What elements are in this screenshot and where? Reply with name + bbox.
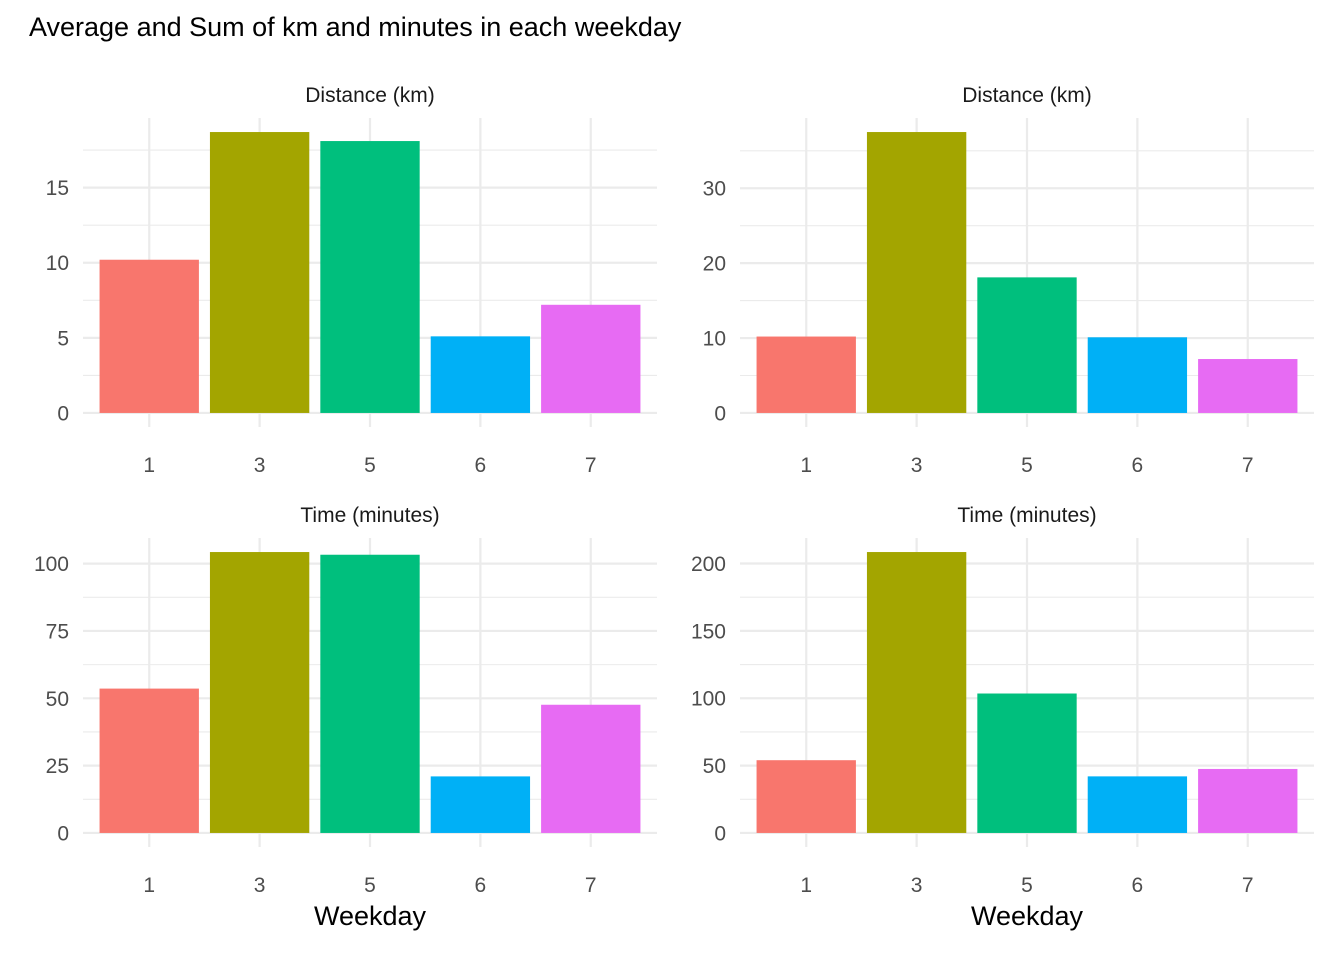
bar-weekday-6 (1087, 776, 1188, 833)
panel-title: Time (minutes) (957, 504, 1096, 527)
x-tick-label: 1 (800, 454, 812, 477)
y-tick-label: 200 (691, 553, 726, 576)
bar-weekday-3 (866, 552, 967, 833)
y-tick-label: 15 (46, 177, 69, 200)
y-tick-label: 100 (34, 553, 69, 576)
bar-weekday-1 (756, 336, 856, 413)
bar-weekday-5 (977, 277, 1077, 413)
bar-weekday-3 (209, 132, 310, 413)
y-tick-label: 0 (57, 822, 69, 845)
x-tick-label: 7 (585, 874, 597, 897)
chart-panel-bottom-right: 0 50 100 150 200 1 3 5 6 7 Time (minutes) Weekday (691, 504, 1314, 931)
y-tick-label: 10 (703, 328, 726, 351)
y-tick-label: 20 (703, 253, 726, 276)
panel-title: Distance (km) (305, 84, 435, 107)
y-tick-label: 25 (46, 755, 69, 778)
x-tick-label: 7 (1242, 874, 1254, 897)
bar-weekday-5 (320, 554, 420, 833)
chart-panel-top-left: 0 5 10 15 1 3 5 6 7 Distance (km) (46, 84, 657, 477)
x-tick-label: 1 (143, 454, 155, 477)
x-axis-label: Weekday (314, 901, 427, 931)
y-tick-label: 30 (703, 178, 726, 201)
bar-weekday-6 (1087, 337, 1188, 413)
x-tick-label: 3 (911, 874, 923, 897)
bar-weekday-5 (977, 693, 1077, 833)
bar-weekday-6 (430, 336, 531, 413)
x-tick-label: 3 (254, 454, 266, 477)
y-tick-label: 150 (691, 620, 726, 643)
y-tick-label: 5 (57, 327, 69, 350)
chart-title: Average and Sum of km and minutes in eac… (29, 12, 682, 42)
panel-title: Time (minutes) (300, 504, 439, 527)
x-tick-label: 7 (585, 454, 597, 477)
x-tick-label: 1 (800, 874, 812, 897)
x-tick-label: 3 (254, 874, 266, 897)
bar-weekday-5 (320, 141, 420, 413)
bar-weekday-7 (1198, 768, 1298, 833)
x-tick-label: 5 (1021, 874, 1033, 897)
x-tick-label: 6 (1132, 874, 1144, 897)
y-tick-label: 50 (703, 755, 726, 778)
x-tick-label: 5 (364, 874, 376, 897)
x-tick-label: 6 (1132, 454, 1144, 477)
bar-weekday-3 (209, 552, 310, 833)
bar-weekday-7 (1198, 359, 1298, 413)
x-tick-label: 6 (475, 874, 487, 897)
x-tick-label: 5 (1021, 454, 1033, 477)
bar-weekday-1 (99, 259, 199, 413)
bar-weekday-3 (866, 132, 967, 413)
chart-panel-top-right: 0 10 20 30 1 3 5 6 7 Distance (km) (703, 84, 1314, 477)
bar-weekday-6 (430, 776, 531, 833)
y-tick-label: 75 (46, 620, 69, 643)
y-tick-label: 0 (57, 402, 69, 425)
y-tick-label: 100 (691, 688, 726, 711)
panel-title: Distance (km) (962, 84, 1092, 107)
x-tick-label: 7 (1242, 454, 1254, 477)
y-tick-label: 0 (714, 822, 726, 845)
x-tick-label: 3 (911, 454, 923, 477)
bar-weekday-1 (99, 688, 199, 833)
x-tick-label: 6 (475, 454, 487, 477)
x-axis-label: Weekday (971, 901, 1084, 931)
chart-panel-bottom-left: 0 25 50 75 100 1 3 5 6 7 Time (minutes) Weekday (34, 504, 657, 931)
bar-weekday-1 (756, 760, 856, 833)
x-tick-label: 1 (143, 874, 155, 897)
x-tick-label: 5 (364, 454, 376, 477)
bar-weekday-7 (541, 704, 641, 833)
y-tick-label: 10 (46, 252, 69, 275)
y-tick-label: 50 (46, 688, 69, 711)
bar-weekday-7 (541, 304, 641, 413)
y-tick-label: 0 (714, 402, 726, 425)
